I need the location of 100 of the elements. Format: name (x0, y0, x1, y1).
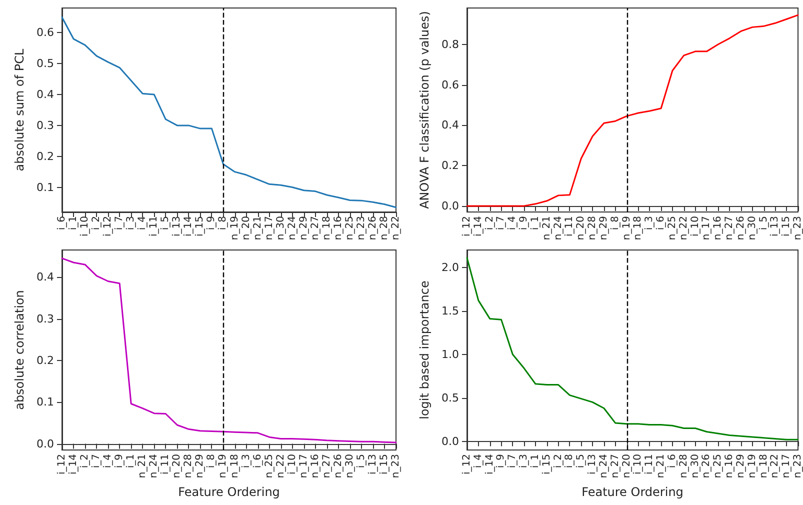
x-tick-label: n_16 (712, 216, 724, 240)
x-tick-label: n_23 (356, 216, 367, 240)
x-tick-label: i_14 (472, 216, 484, 237)
x-tick-label: i_14 (183, 216, 194, 237)
x-tick-label: n_19 (621, 216, 632, 240)
x-tick-label: n_25 (264, 454, 275, 478)
x-tick-label: n_24 (598, 454, 610, 478)
x-tick-label: n_30 (275, 216, 286, 240)
x-tick-label: i_13 (367, 454, 378, 475)
x-tick-label: n_21 (541, 216, 552, 240)
x-tick-label: i_4 (102, 454, 114, 468)
y-tick-label: 0.0 (442, 434, 459, 448)
x-tick-label: n_16 (332, 216, 344, 240)
x-tick-label: i_12 (462, 454, 472, 475)
x-tick-label: n_30 (746, 216, 758, 240)
x-tick-label: n_23 (792, 216, 803, 240)
x-tick-label: i_13 (172, 216, 183, 237)
x-tick-label: i_11 (644, 454, 656, 475)
x-tick-label: i_1 (68, 216, 80, 230)
x-tick-label: n_26 (735, 216, 746, 240)
y-tick-label: 0.0 (442, 199, 459, 212)
x-tick-label: i_11 (564, 216, 576, 237)
x-tick-label: i_10 (632, 454, 644, 475)
x-tick-label: n_18 (229, 454, 240, 478)
x-tick-label: n_20 (240, 216, 252, 240)
x-tick-label: i_5 (758, 216, 770, 230)
x-tick-label: i_9 (206, 216, 218, 230)
x-tick-label: i_3 (518, 454, 530, 468)
y-tick-label: 0.2 (36, 150, 54, 163)
x-tick-label: i_1 (530, 216, 541, 230)
x-tick-label: i_13 (770, 216, 781, 237)
x-tick-label: i_7 (91, 454, 102, 468)
x-tick-label: n_24 (286, 216, 298, 240)
x-tick-label: n_20 (576, 216, 587, 240)
x-tick-label: n_18 (758, 454, 770, 478)
x-tick-label: n_25 (666, 216, 678, 240)
x-tick-label: n_21 (252, 216, 264, 240)
x-tick-label: i_8 (206, 454, 218, 468)
x-tick-label: i_11 (160, 454, 172, 475)
x-tick-label: n_30 (344, 454, 356, 478)
x-tick-label: n_21 (137, 454, 148, 478)
x-tick-label: n_20 (172, 454, 183, 478)
x-tick-label: i_6 (656, 216, 667, 230)
y-tick-label: 0.6 (442, 78, 459, 92)
x-tick-label: i_12 (56, 454, 68, 475)
x-tick-label: n_17 (701, 216, 712, 240)
x-axis-title: Feature Ordering (582, 485, 684, 499)
y-axis-title: absolute correlation (12, 290, 27, 410)
x-tick-label: i_8 (218, 216, 229, 230)
y-tick-label: 0.1 (36, 396, 54, 409)
x-tick-label: i_15 (378, 454, 390, 475)
y-axis-title: absolute sum of PCL (12, 48, 27, 172)
x-tick-label: i_14 (68, 454, 80, 475)
x-tick-label: n_17 (298, 454, 310, 478)
x-tick-label: n_19 (218, 454, 229, 478)
x-tick-label: n_21 (656, 454, 667, 478)
x-tick-label: i_11 (148, 216, 160, 237)
x-tick-label: i_1 (530, 454, 541, 468)
y-tick-label: 0.8 (442, 38, 459, 51)
x-tick-label: n_23 (792, 454, 803, 478)
x-tick-label: n_22 (275, 454, 286, 478)
x-tick-label: n_29 (298, 216, 310, 240)
x-tick-label: i_9 (518, 216, 530, 230)
y-axis-title: ANOVA F classification (p values) (418, 11, 432, 209)
x-tick-label: i_7 (496, 216, 507, 230)
x-tick-label: n_26 (332, 454, 344, 478)
x-tick-label: i_2 (484, 216, 496, 230)
x-tick-label: n_24 (148, 454, 160, 478)
x-tick-label: n_26 (701, 454, 712, 478)
x-tick-label: i_5 (160, 216, 172, 230)
x-tick-label: n_17 (781, 454, 792, 478)
x-tick-label: n_22 (770, 454, 781, 478)
x-tick-label: n_27 (321, 454, 332, 478)
x-axis-title: Feature Ordering (178, 485, 280, 499)
x-tick-label: i_4 (507, 216, 518, 230)
y-tick-label: 0.3 (36, 312, 54, 326)
x-tick-label: n_29 (598, 216, 610, 240)
x-tick-label: i_10 (690, 216, 701, 237)
y-tick-label: 0.3 (36, 118, 54, 132)
x-tick-label: i_13 (587, 454, 598, 475)
y-axis-title: logit based importance (418, 280, 432, 420)
x-tick-label: i_3 (644, 216, 656, 230)
x-tick-label: i_2 (80, 454, 91, 468)
x-tick-label: i_9 (496, 454, 507, 468)
x-tick-label: n_28 (378, 216, 390, 240)
x-tick-label: n_18 (321, 216, 332, 240)
x-tick-label: n_25 (712, 454, 724, 478)
x-tick-label: i_6 (666, 454, 678, 468)
x-tick-label: i_15 (781, 216, 792, 237)
x-tick-label: n_19 (746, 454, 758, 478)
x-tick-label: n_28 (678, 454, 690, 478)
y-tick-label: 1.0 (442, 348, 459, 361)
x-tick-label: n_29 (194, 454, 206, 478)
x-tick-label: i_9 (114, 454, 126, 468)
x-tick-label: n_16 (310, 454, 321, 478)
x-tick-label: n_19 (229, 216, 240, 240)
x-tick-label: i_6 (252, 454, 264, 468)
y-tick-label: 0.4 (36, 270, 54, 284)
y-tick-label: 0.2 (36, 354, 54, 367)
x-tick-label: i_6 (56, 216, 68, 230)
